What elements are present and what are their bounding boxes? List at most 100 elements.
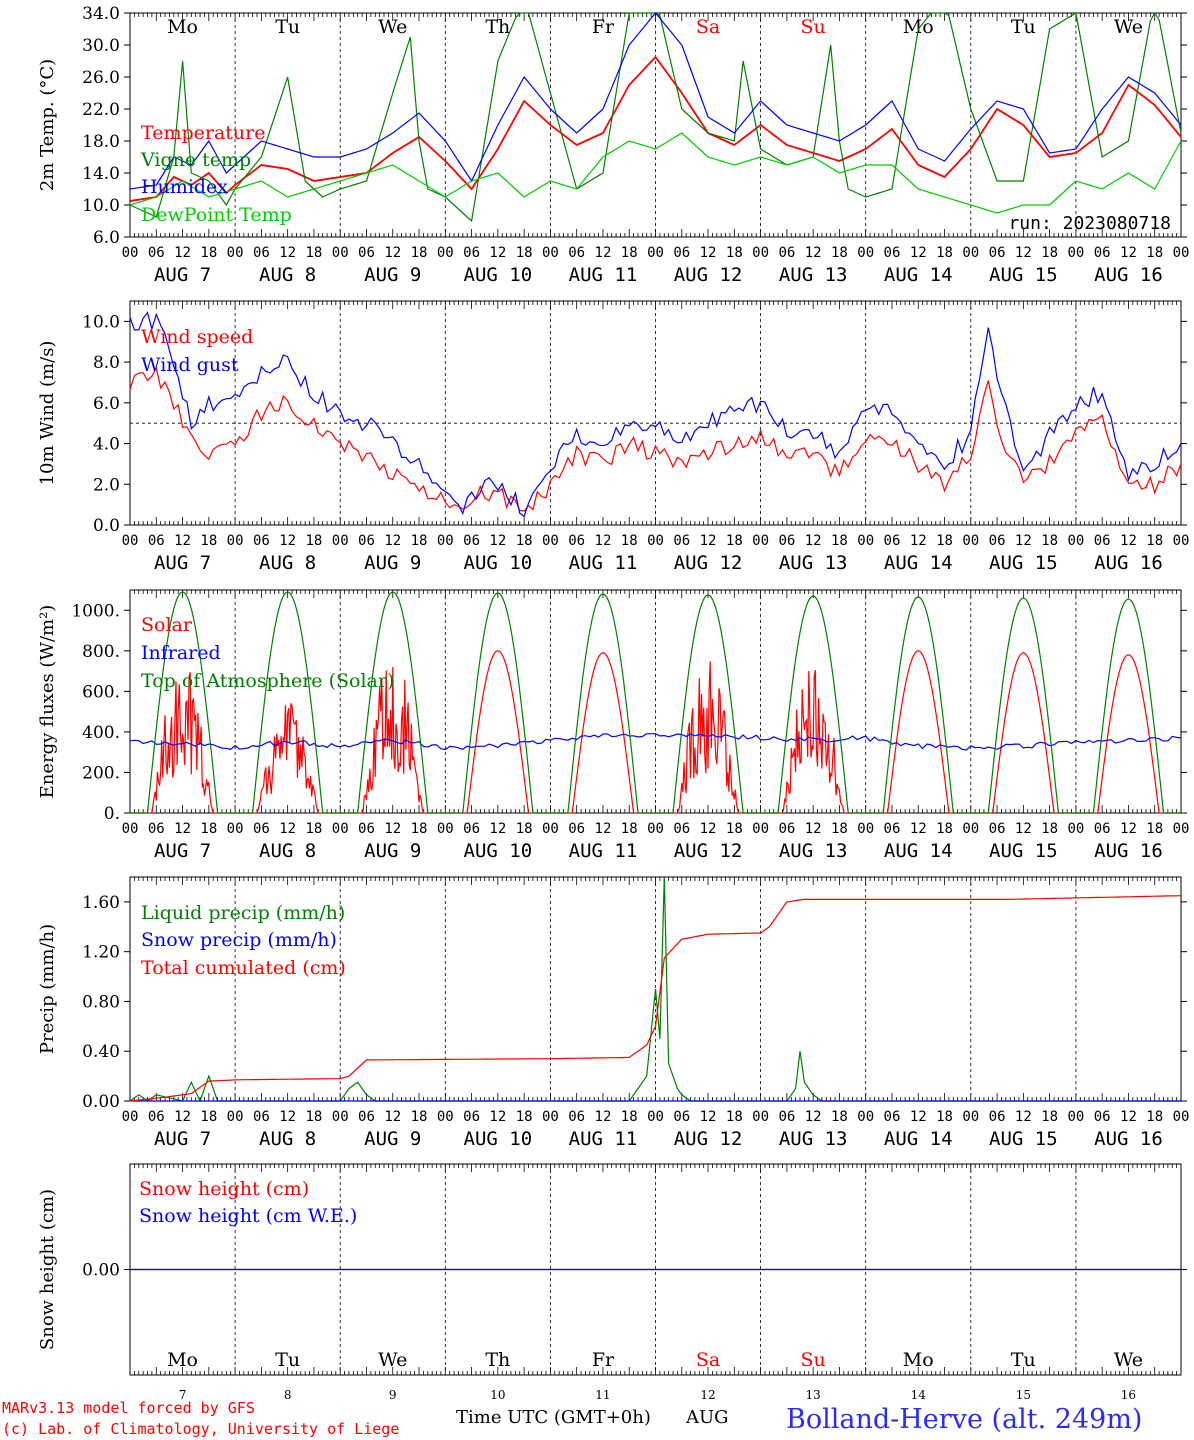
hour-tick-label: 00	[122, 1109, 139, 1125]
hour-tick-label: 18	[411, 533, 428, 549]
date-label: AUG 14	[884, 264, 953, 286]
hour-tick-label: 12	[700, 245, 717, 261]
hour-tick-label: 06	[778, 245, 795, 261]
date-label: AUG 15	[989, 264, 1058, 286]
date-label: AUG 11	[569, 840, 638, 862]
day-number-label: 13	[806, 1388, 821, 1402]
hour-tick-label: 00	[332, 245, 349, 261]
day-number-label: 16	[1121, 1388, 1136, 1402]
hour-tick-label: 12	[805, 821, 822, 837]
hour-tick-label: 00	[647, 821, 664, 837]
hour-tick-label: 12	[384, 1109, 401, 1125]
hour-tick-label: 00	[437, 1109, 454, 1125]
date-label: AUG 10	[464, 840, 533, 862]
date-label: AUG 16	[1094, 1128, 1163, 1150]
hour-tick-label: 18	[936, 245, 953, 261]
hour-tick-label: 12	[595, 245, 612, 261]
series-line-1	[129, 366, 1182, 512]
date-label: AUG 7	[154, 552, 211, 574]
y-tick-label: 34.0	[82, 4, 120, 24]
date-label: AUG 12	[674, 264, 743, 286]
hour-tick-label: 06	[1094, 533, 1111, 549]
hour-tick-label: 18	[1041, 1109, 1058, 1125]
date-label: AUG 8	[259, 552, 316, 574]
date-label: AUG 13	[779, 264, 848, 286]
hour-tick-label: 06	[673, 533, 690, 549]
y-tick-label: 22.0	[82, 100, 120, 120]
hour-tick-label: 18	[200, 1109, 217, 1125]
weekday-label: Mo	[167, 16, 198, 38]
hour-tick-label: 18	[1041, 245, 1058, 261]
hour-tick-label: 18	[831, 821, 848, 837]
y-tick-label: 30.0	[82, 36, 120, 56]
hour-tick-label: 00	[962, 1109, 979, 1125]
date-label: AUG 16	[1094, 840, 1163, 862]
weekday-label: Tu	[275, 16, 300, 38]
credit-line-1: MARv3.13 model forced by GFS	[2, 1399, 255, 1417]
hour-tick-label: 12	[910, 1109, 927, 1125]
hour-tick-label: 18	[621, 1109, 638, 1125]
hour-tick-label: 12	[910, 533, 927, 549]
hour-tick-label: 00	[962, 821, 979, 837]
series-line-3	[129, 12, 1182, 190]
hour-tick-label: 06	[148, 245, 165, 261]
date-label: AUG 11	[569, 1128, 638, 1150]
hour-tick-label: 18	[1041, 533, 1058, 549]
date-label: AUG 12	[674, 840, 743, 862]
legend-entry: Snow height (cm)	[139, 1178, 309, 1200]
hour-tick-label: 06	[358, 821, 375, 837]
series-line-3	[129, 895, 1182, 1102]
hour-tick-label: 12	[805, 1109, 822, 1125]
legend-entry: Snow height (cm W.E.)	[139, 1205, 357, 1227]
hour-tick-label: 00	[857, 533, 874, 549]
date-label: AUG 16	[1094, 264, 1163, 286]
hour-tick-label: 06	[568, 1109, 585, 1125]
date-label: AUG 9	[364, 1128, 421, 1150]
series-line-1	[129, 55, 1182, 202]
hour-tick-label: 06	[253, 533, 270, 549]
hour-tick-label: 18	[726, 1109, 743, 1125]
date-label: AUG 7	[154, 264, 211, 286]
hour-tick-label: 06	[884, 245, 901, 261]
date-label: AUG 9	[364, 840, 421, 862]
hour-tick-label: 00	[962, 533, 979, 549]
hour-tick-label: 12	[1120, 533, 1137, 549]
y-tick-label: 6.0	[93, 394, 120, 414]
hour-tick-label: 06	[884, 533, 901, 549]
hour-tick-label: 12	[910, 245, 927, 261]
date-label: AUG 12	[674, 1128, 743, 1150]
hour-tick-label: 00	[122, 245, 139, 261]
y-tick-label: 0.80	[82, 992, 120, 1012]
hour-tick-label: 06	[884, 1109, 901, 1125]
weekday-label: Su	[801, 16, 826, 38]
day-number-label: 14	[911, 1388, 927, 1402]
hour-tick-label: 00	[752, 821, 769, 837]
y-tick-label: 6.0	[93, 228, 120, 248]
hour-tick-label: 00	[122, 821, 139, 837]
legend-entry: Top of Atmosphere (Solar)	[141, 670, 394, 692]
y-tick-label: 14.0	[82, 164, 120, 184]
hour-tick-label: 18	[411, 821, 428, 837]
date-label: AUG 13	[779, 552, 848, 574]
station-title: Bolland-Herve (alt. 249m)	[786, 1404, 1142, 1435]
hour-tick-label: 12	[174, 821, 191, 837]
hour-tick-label: 00	[962, 245, 979, 261]
y-tick-label: 800.	[82, 642, 120, 662]
date-label: AUG 13	[779, 1128, 848, 1150]
hour-tick-label: 12	[384, 821, 401, 837]
weekday-label: Su	[801, 1349, 826, 1371]
hour-tick-label: 18	[831, 245, 848, 261]
hour-tick-label: 06	[253, 821, 270, 837]
hour-tick-label: 18	[200, 821, 217, 837]
hour-tick-label: 06	[884, 821, 901, 837]
hour-tick-label: 06	[989, 245, 1006, 261]
hour-tick-label: 06	[463, 1109, 480, 1125]
hour-tick-label: 12	[1120, 1109, 1137, 1125]
y-tick-label: 10.0	[82, 196, 120, 216]
hour-tick-label: 06	[1094, 821, 1111, 837]
hour-tick-label: 18	[831, 1109, 848, 1125]
hour-tick-label: 00	[542, 533, 559, 549]
legend-entry: Solar	[141, 614, 193, 636]
hour-tick-label: 18	[516, 821, 533, 837]
y-tick-label: 0.0	[93, 516, 120, 536]
